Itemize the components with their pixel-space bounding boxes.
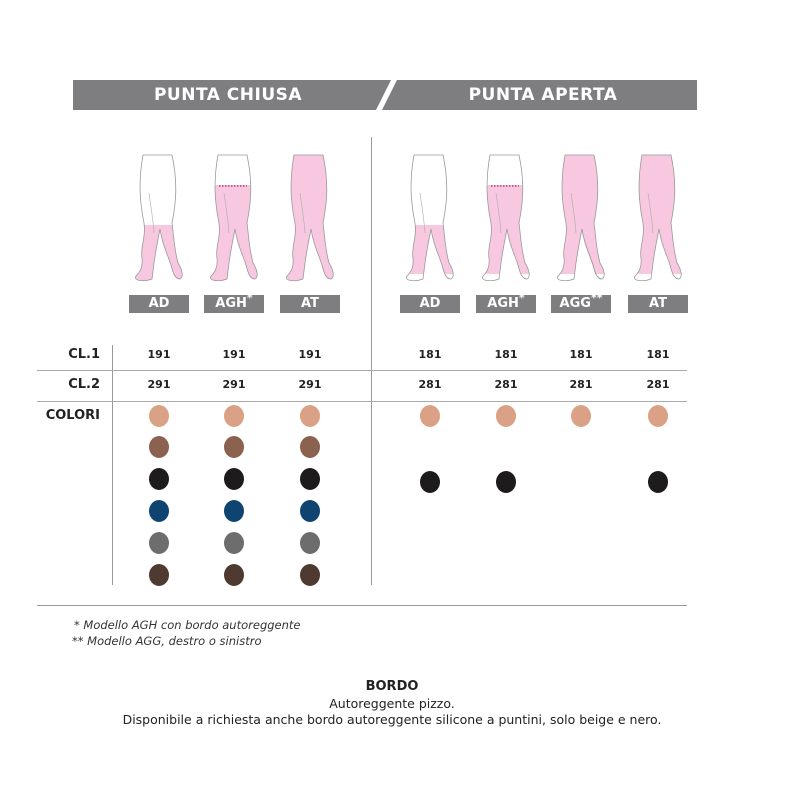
cl2-code: 291 [147,378,171,391]
color-swatch [648,471,668,493]
cl2-code: 291 [222,378,246,391]
model-code: AT [649,296,667,311]
model-code: AT [301,296,319,311]
table-bottom-line [37,605,687,606]
stocking-illustration-agh [210,154,258,282]
model-code: AD [148,296,170,311]
cl2-code: 281 [418,378,442,391]
cl1-code: 191 [147,348,171,361]
cl2-code: 291 [298,378,322,391]
color-swatch [224,564,244,586]
cl1-code: 191 [222,348,246,361]
color-swatch [149,564,169,586]
cl1-code: 181 [646,348,670,361]
cl2-code: 281 [569,378,593,391]
stocking-illustration-at [634,154,682,282]
group-divider [371,137,372,585]
stocking-illustration-agg [557,154,605,282]
color-swatch [571,405,591,427]
bordo-line-1: Autoreggente pizzo. [329,696,455,711]
model-code: AGG [559,296,591,311]
model-footnote-mark: ** [590,291,603,305]
row-divider [37,370,687,371]
stocking-illustration-ad [406,154,454,282]
color-swatch [149,532,169,554]
model-label-at: AT [280,295,340,313]
cl2-code: 281 [646,378,670,391]
cl1-code: 181 [569,348,593,361]
color-swatch [149,436,169,458]
model-label-agh: AGH* [476,291,536,313]
header-bar [73,80,697,110]
model-label-at: AT [628,295,688,313]
model-label-ad: AD [400,295,460,313]
model-label-agg: AGG** [551,291,611,313]
color-swatch [224,405,244,427]
row-label-colori: COLORI [45,408,100,423]
bordo-title: BORDO [365,679,419,694]
cl1-code: 191 [298,348,322,361]
color-swatch [300,500,320,522]
cl2-code: 281 [494,378,518,391]
cl1-code: 181 [494,348,518,361]
bordo-line-2: Disponibile a richiesta anche bordo auto… [122,712,662,727]
color-swatch [420,405,440,427]
stocking-illustration-ad [135,154,183,282]
color-swatch [224,468,244,490]
color-swatch [300,564,320,586]
row-label-cl2: CL.2 [68,377,100,392]
color-swatch [496,405,516,427]
stocking-illustration-agh [482,154,530,282]
color-swatch [420,471,440,493]
row-header-divider [112,345,113,585]
color-swatch [300,405,320,427]
cl1-code: 181 [418,348,442,361]
model-label-agh: AGH* [204,291,264,313]
model-footnote-mark: * [246,291,253,305]
color-swatch [224,532,244,554]
color-swatch [300,532,320,554]
color-swatch [648,405,668,427]
color-swatch [149,500,169,522]
color-swatch [300,436,320,458]
header-punta-chiusa: PUNTA CHIUSA [153,85,303,105]
row-label-cl1: CL.1 [68,347,100,362]
model-footnote-mark: * [518,291,525,305]
footnote-agh: * Modello AGH con bordo autoreggente [74,618,301,632]
color-swatch [224,436,244,458]
color-swatch [149,468,169,490]
model-code: AGH [215,296,247,311]
footnote-agg: ** Modello AGG, destro o sinistro [72,634,262,648]
model-code: AGH [487,296,519,311]
color-swatch [496,471,516,493]
stocking-illustration-at [286,154,334,282]
model-label-ad: AD [129,295,189,313]
color-swatch [149,405,169,427]
row-divider [37,401,687,402]
model-code: AD [419,296,441,311]
color-swatch [224,500,244,522]
header-punta-aperta: PUNTA APERTA [468,85,618,105]
color-swatch [300,468,320,490]
